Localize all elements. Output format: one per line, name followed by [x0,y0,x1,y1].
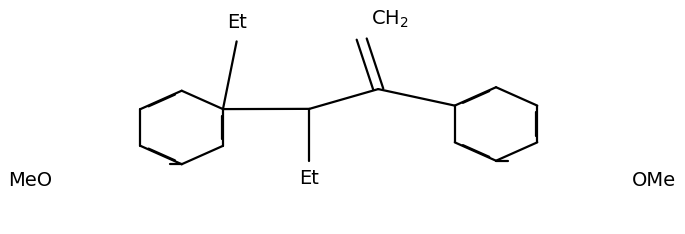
Text: OMe: OMe [632,172,676,190]
Text: Et: Et [227,13,247,32]
Text: CH$_2$: CH$_2$ [371,8,409,30]
Text: MeO: MeO [8,172,53,190]
Text: Et: Et [299,169,319,188]
